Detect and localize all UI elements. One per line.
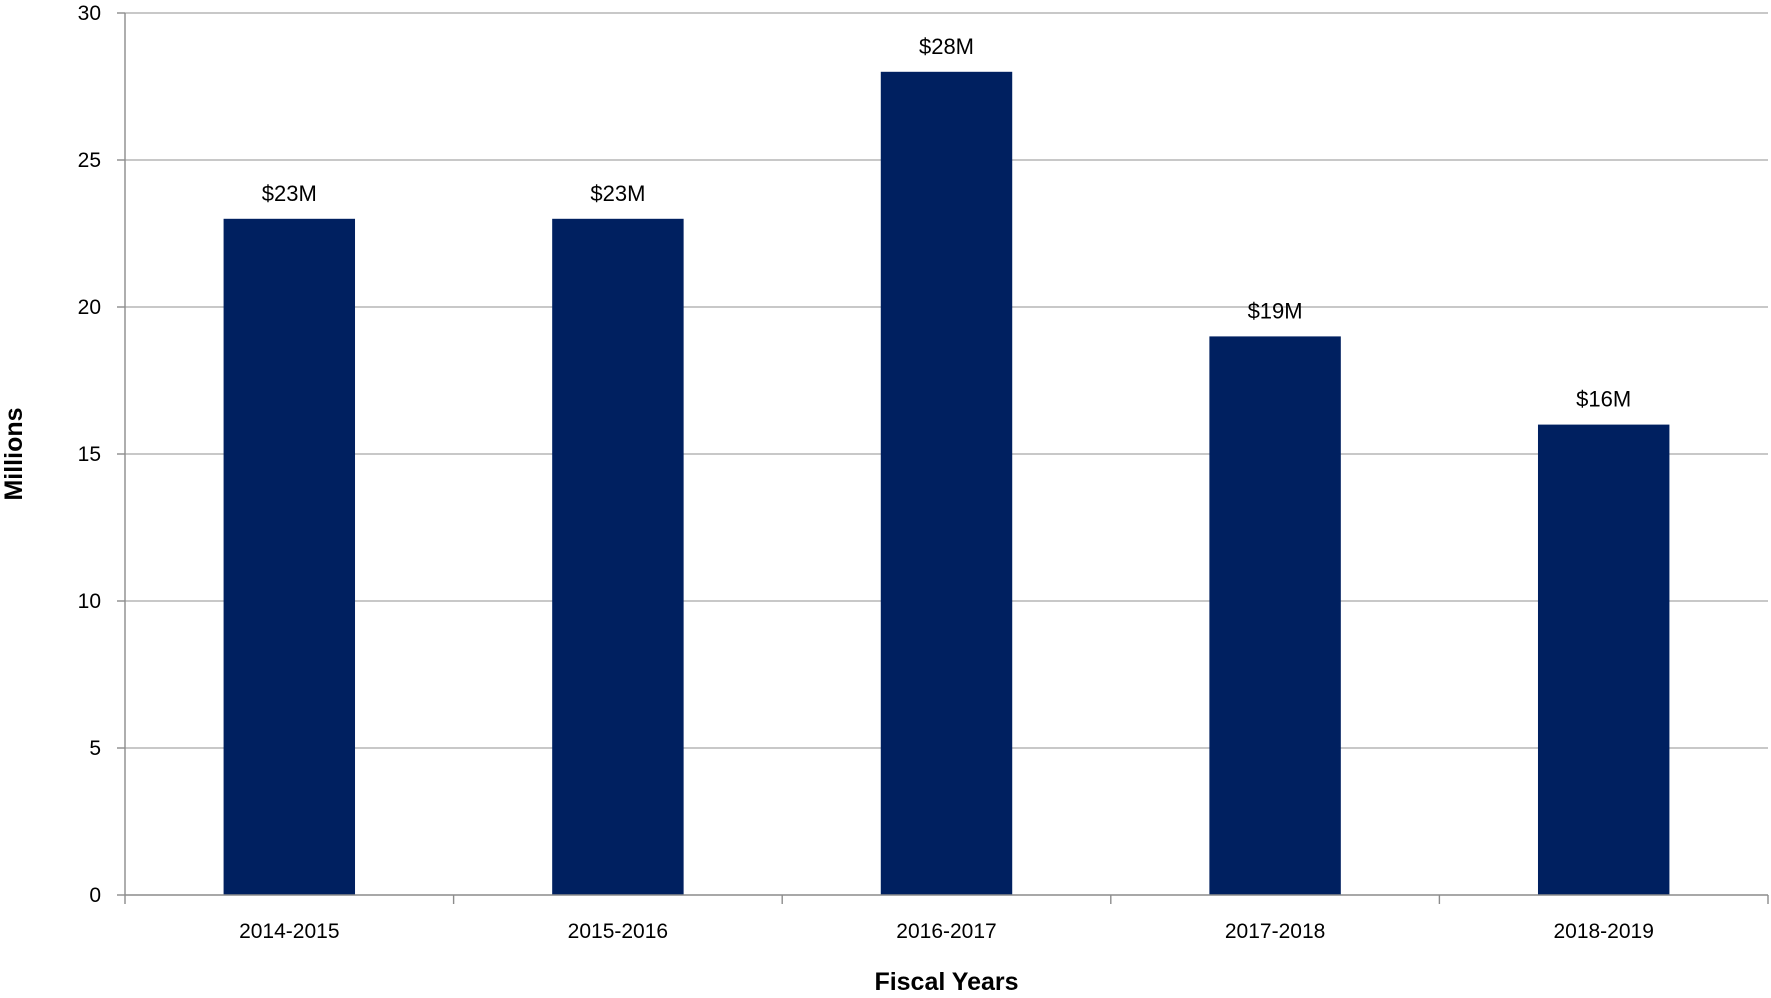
y-tick-label: 5 [89,737,101,760]
y-tick-label: 10 [78,590,101,613]
x-axis: 2014-2015 2015-2016 2016-2017 2017-2018 2018… [124,894,1769,943]
bars [223,71,1670,896]
bar-data-label: $28M [919,34,974,59]
y-axis: 0 5 10 15 20 25 30 [78,2,126,907]
bar-data-label: $19M [1248,298,1303,323]
bar [223,218,356,896]
y-tick-label: 25 [78,149,101,172]
x-tick-label: 2016-2017 [896,920,996,943]
y-tick-label: 20 [78,296,101,319]
y-tick-label: 0 [89,884,101,907]
bar [1209,336,1341,895]
y-tick-label: 30 [78,2,101,25]
x-axis-title: Fiscal Years [874,968,1018,996]
y-tick-label: 15 [78,443,101,466]
bar-data-label: $23M [590,181,645,206]
bar [880,71,1013,896]
bar [552,218,684,896]
x-tick-label: 2018-2019 [1553,920,1653,943]
x-tick-label: 2014-2015 [239,920,339,943]
x-tick-label: 2015-2016 [568,920,668,943]
bar-data-label: $23M [262,181,317,206]
y-axis-title: Millions [0,407,28,500]
x-tick-label: 2017-2018 [1225,920,1325,943]
data-labels: $23M $23M $28M $19M $16M [262,34,1631,412]
bar [1537,424,1670,895]
bar-data-label: $16M [1576,387,1631,412]
